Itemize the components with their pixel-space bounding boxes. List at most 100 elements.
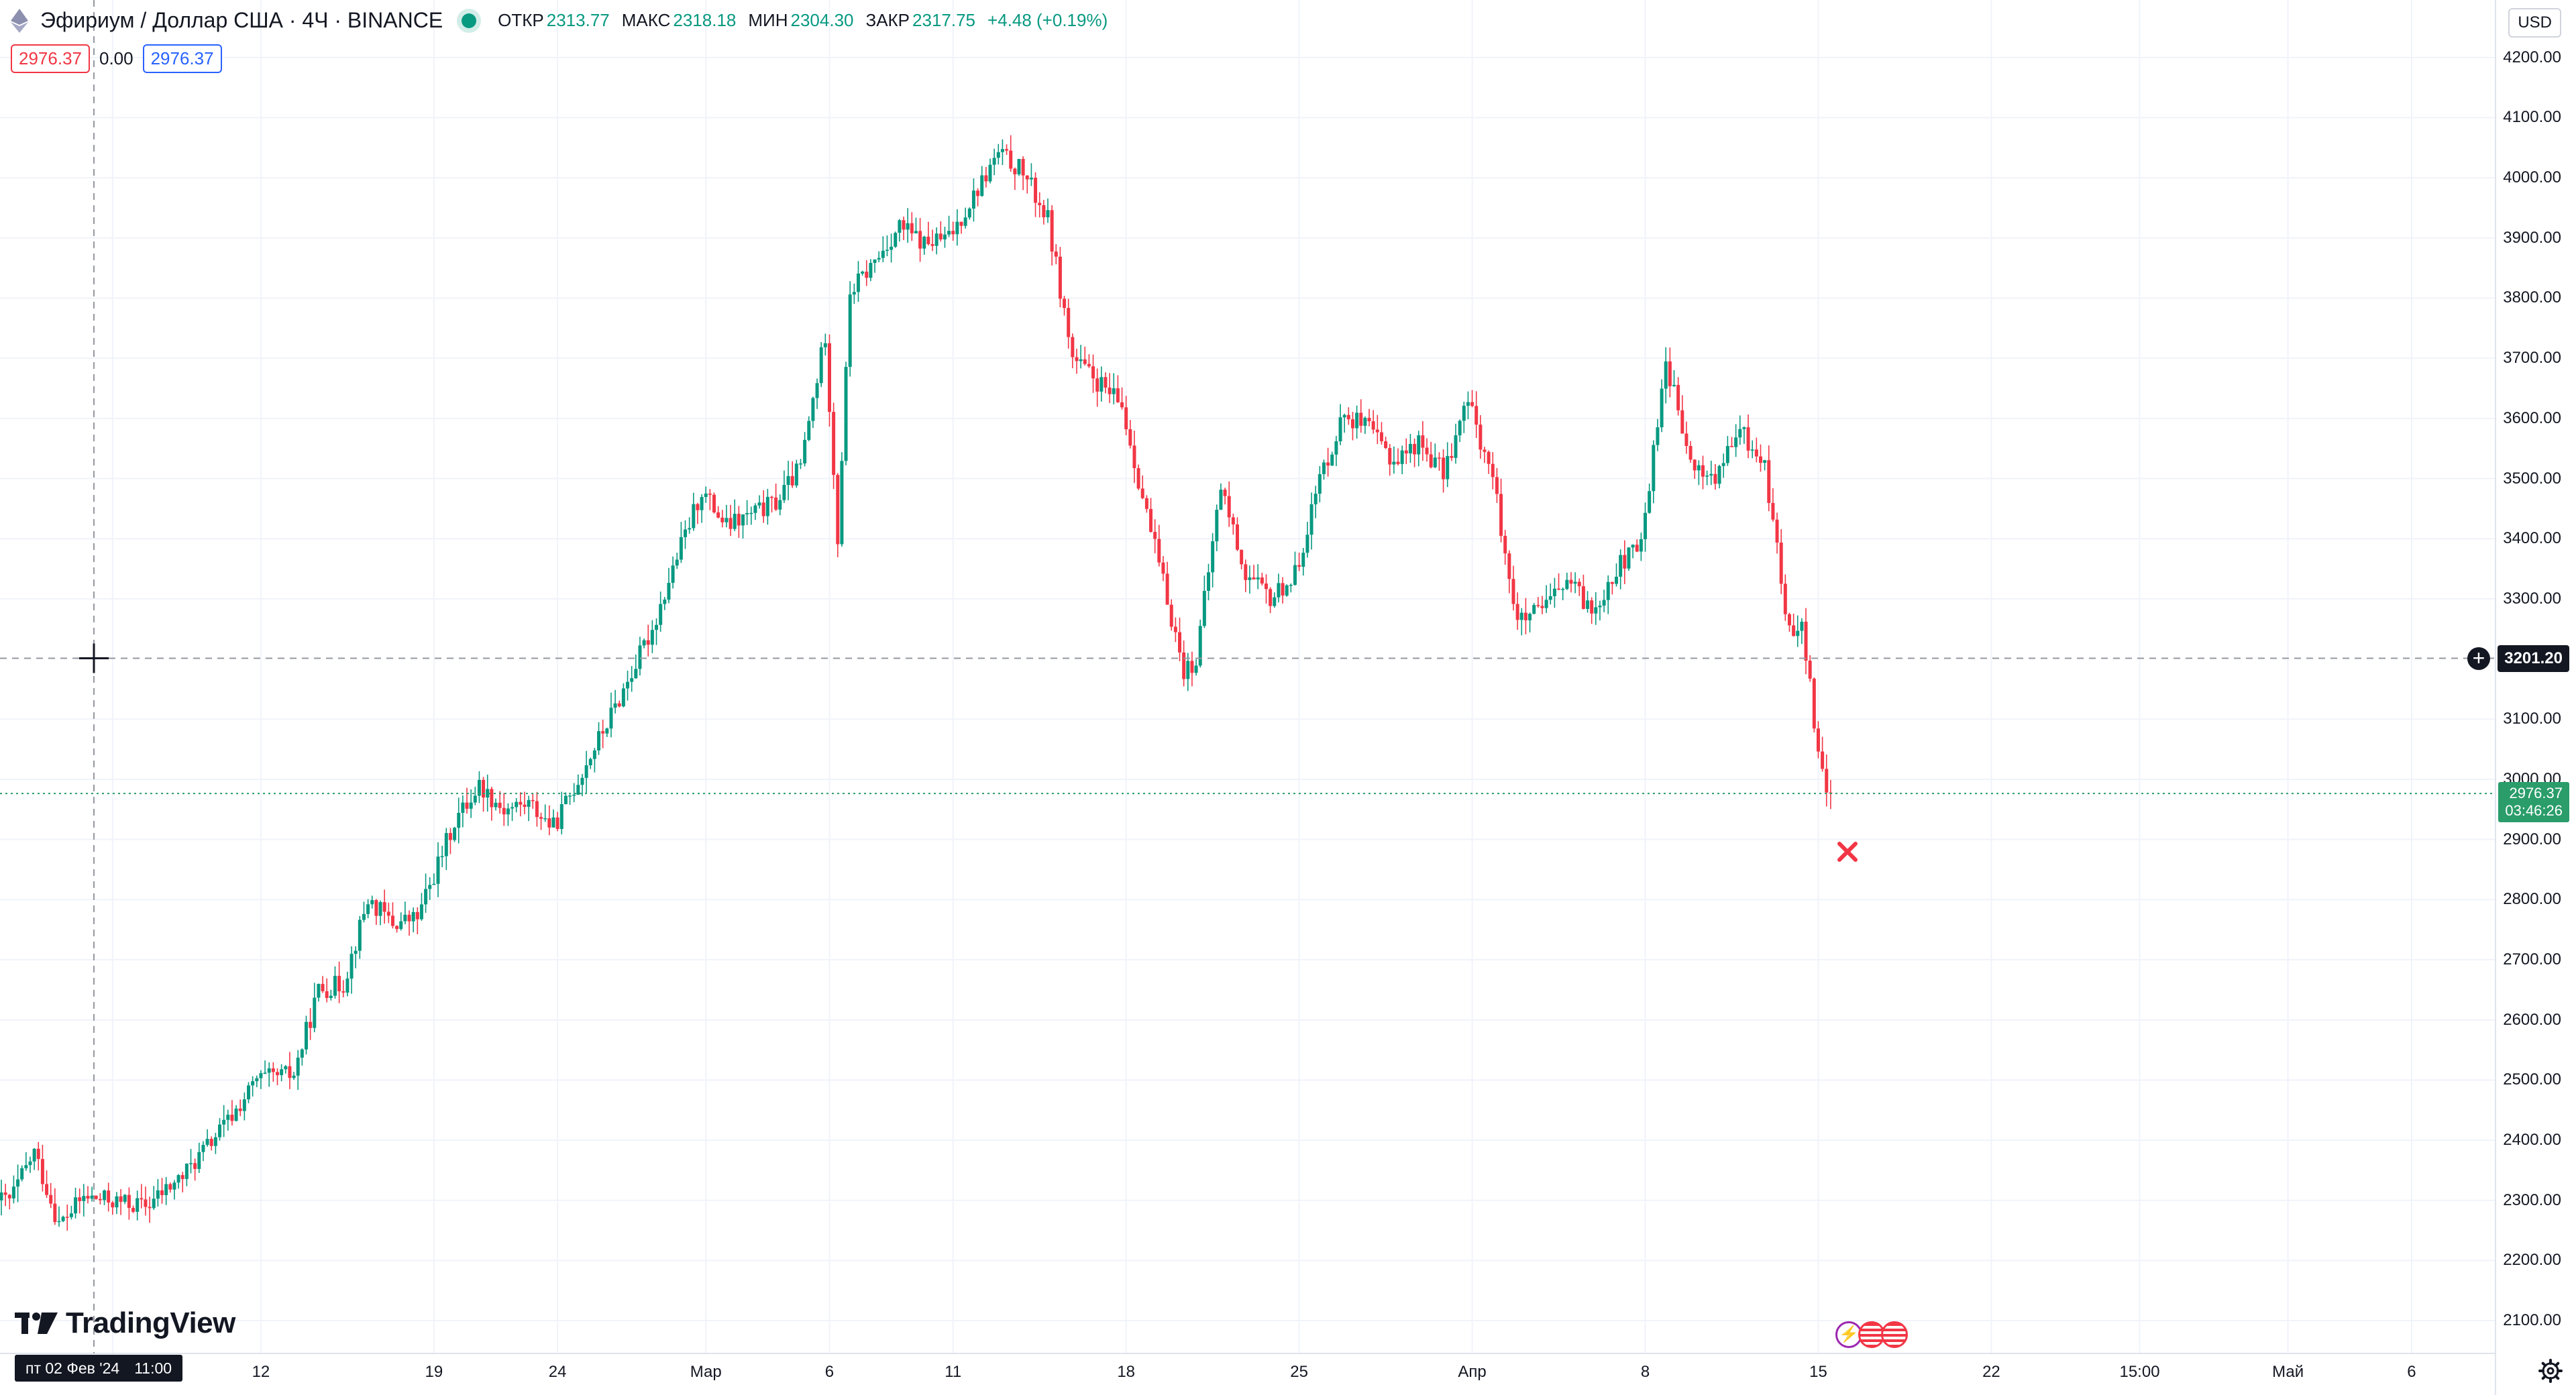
price-tick-label: 2500.00 <box>2503 1070 2561 1089</box>
candle-body <box>1590 600 1594 614</box>
candle-body <box>609 708 613 729</box>
candle-body <box>1021 158 1025 176</box>
candle-body <box>53 1203 57 1223</box>
candle-body <box>1182 652 1186 679</box>
candle-body <box>951 231 955 235</box>
candle-body <box>1338 417 1342 441</box>
candle-body <box>708 493 712 495</box>
candle-body <box>247 1085 250 1100</box>
candle-body <box>325 991 329 999</box>
candle-body <box>947 231 951 235</box>
candle-body <box>959 221 963 226</box>
high-label: МАКС <box>621 10 671 30</box>
candle-body <box>1730 445 1733 447</box>
candle-body <box>700 497 704 510</box>
candle-body <box>28 1161 32 1166</box>
candle-body <box>1808 661 1812 679</box>
candle-body <box>684 529 688 537</box>
candle-body <box>309 1021 313 1028</box>
candle-body <box>898 220 902 233</box>
candle-body <box>333 976 337 996</box>
candle-body <box>1087 364 1091 367</box>
candle-body <box>782 485 786 500</box>
candle-body <box>275 1072 279 1076</box>
gear-icon[interactable] <box>2537 1357 2564 1384</box>
candle-body <box>1025 175 1029 180</box>
candle-body <box>902 220 906 230</box>
candle-body <box>1540 606 1544 608</box>
candle-body <box>1569 579 1573 584</box>
candle-body <box>1680 410 1684 434</box>
us-flag-event-icon-2[interactable] <box>1881 1321 1908 1348</box>
candle-body <box>1075 357 1079 361</box>
candle-body <box>242 1099 246 1111</box>
price-tick-label: 2700.00 <box>2503 950 2561 969</box>
candle-body <box>840 461 844 545</box>
candle-body <box>634 669 638 679</box>
candle-body <box>436 856 440 884</box>
candle-body <box>1561 589 1565 590</box>
candle-body <box>378 902 382 916</box>
candle-body <box>390 915 394 926</box>
candle-body <box>741 514 745 526</box>
candle-body <box>1367 417 1371 422</box>
candle-body <box>1425 447 1429 455</box>
candle-body <box>45 1184 49 1195</box>
candle-body <box>374 900 378 916</box>
symbol-title[interactable]: Эфириум / Доллар США · 4Ч · BINANCE <box>40 8 443 32</box>
time-tick-label: 6 <box>824 1363 835 1381</box>
candle-body <box>1157 539 1161 563</box>
candle-body <box>1717 465 1721 484</box>
candle-body <box>1186 661 1190 679</box>
candle-body <box>74 1197 78 1214</box>
candle-body <box>794 463 798 486</box>
candle-body <box>1528 614 1532 620</box>
candle-body <box>621 688 625 707</box>
candle-body <box>1215 510 1219 542</box>
candle-body <box>354 950 358 954</box>
candle-body <box>337 976 341 992</box>
candle-body <box>1417 435 1421 455</box>
candle-body <box>350 954 354 979</box>
candle-body <box>1042 205 1046 217</box>
candle-body <box>11 1186 15 1198</box>
candles-layer <box>0 135 1833 1231</box>
buy-price-box[interactable]: 2976.37 <box>142 44 222 73</box>
candle-body <box>992 158 996 165</box>
candle-body <box>366 904 370 914</box>
candle-body <box>1536 605 1540 606</box>
candle-body <box>1305 535 1309 553</box>
candle-body <box>189 1163 193 1164</box>
candle-body <box>119 1196 123 1202</box>
market-status-dot[interactable] <box>462 13 477 28</box>
candle-body <box>786 476 790 486</box>
candle-body <box>1573 581 1577 584</box>
price-tick-label: 3500.00 <box>2503 469 2561 488</box>
candle-body <box>267 1068 271 1073</box>
candle-body <box>1355 412 1359 429</box>
candle-body <box>984 175 988 182</box>
close-icon[interactable] <box>1834 838 1861 865</box>
candle-body <box>1083 359 1087 364</box>
candle-body <box>967 208 971 218</box>
close-value: 2317.75 <box>912 10 976 30</box>
candle-body <box>1606 581 1610 600</box>
candle-body <box>1450 455 1454 458</box>
candle-body <box>415 911 419 919</box>
currency-dropdown[interactable]: USD <box>2508 8 2561 38</box>
candle-body <box>894 233 898 247</box>
add-alert-plus-icon[interactable]: + <box>2467 647 2490 670</box>
candle-body <box>205 1139 209 1146</box>
candle-body <box>934 233 938 246</box>
candle-body <box>1503 535 1507 554</box>
tradingview-logo[interactable]: TradingView <box>15 1306 235 1340</box>
candle-body <box>712 494 716 512</box>
time-tick-label: 18 <box>1117 1363 1136 1381</box>
candle-body <box>737 514 741 526</box>
bar-countdown: 03:46:26 <box>2505 802 2563 820</box>
sell-price-box[interactable]: 2976.37 <box>11 44 90 73</box>
candle-body <box>1487 451 1491 464</box>
candle-body <box>729 518 733 529</box>
candle-body <box>107 1190 111 1203</box>
